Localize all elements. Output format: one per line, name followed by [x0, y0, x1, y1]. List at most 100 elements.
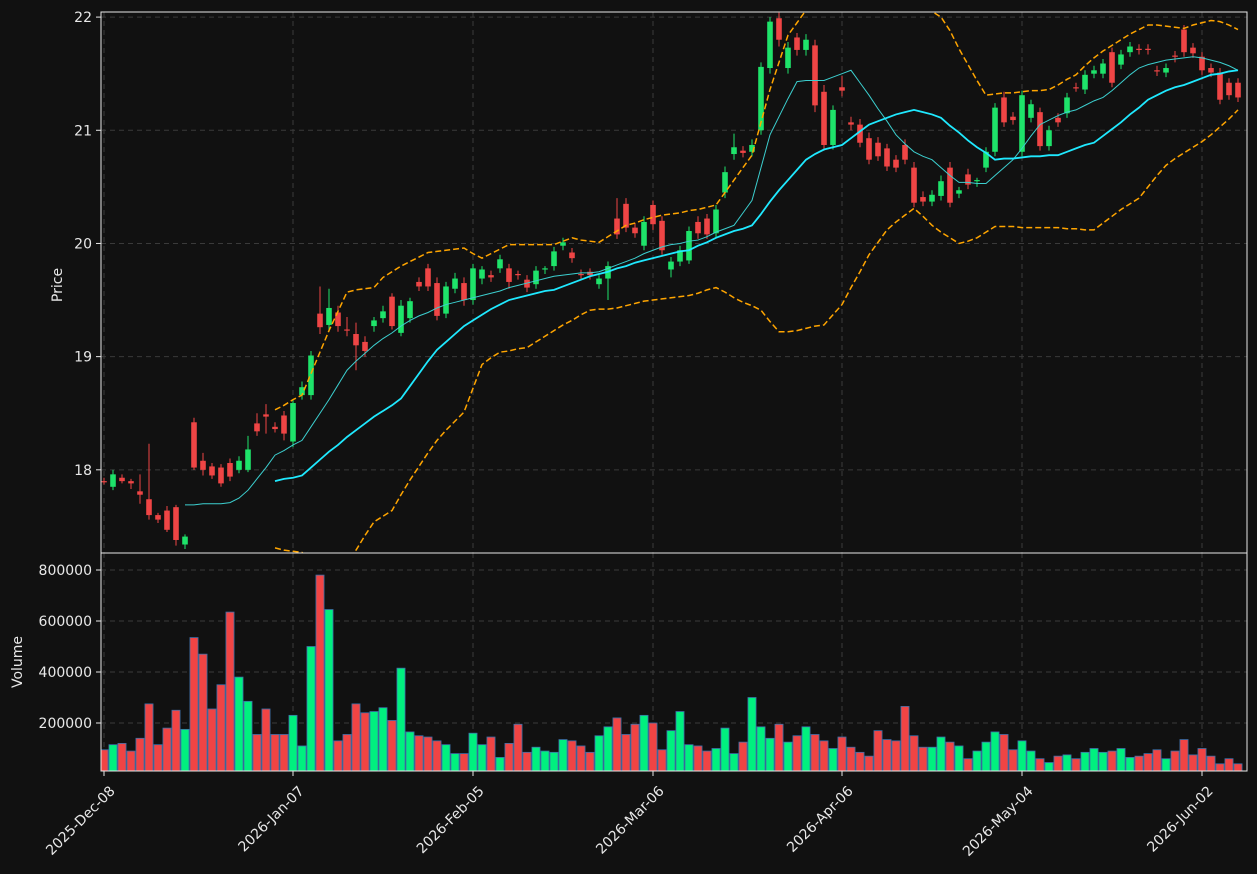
candle-body	[749, 144, 755, 152]
volume-bar	[315, 574, 325, 771]
candle-body	[1073, 87, 1079, 89]
candle-body	[389, 296, 395, 327]
volume-bar	[1134, 755, 1144, 771]
candle-body	[398, 305, 404, 333]
candle-body	[659, 220, 665, 251]
volume-bar	[486, 736, 496, 771]
candle-body	[245, 449, 251, 470]
candle-body	[209, 466, 215, 476]
candle-body	[1199, 56, 1205, 71]
candle-body	[1172, 55, 1178, 57]
volume-bar	[387, 720, 397, 771]
y-tick-label: 20	[74, 236, 92, 252]
candle-body	[1046, 130, 1052, 147]
volume-bar	[288, 714, 298, 771]
volume-bar	[702, 750, 712, 771]
volume-bar	[243, 700, 253, 771]
volume-bar	[846, 746, 856, 771]
volume-bar	[279, 734, 289, 771]
overlay-line	[274, 109, 1239, 553]
volume-bar	[1053, 755, 1063, 771]
candle-body	[1019, 95, 1025, 152]
volume-bar	[126, 750, 136, 771]
candle-body	[632, 227, 638, 234]
candle-body	[1055, 117, 1061, 123]
candle-body	[227, 463, 233, 477]
candle-body	[146, 499, 152, 516]
volume-bar	[1233, 763, 1243, 771]
candle-body	[947, 167, 953, 203]
volume-bar	[810, 734, 820, 771]
volume-bar	[1116, 748, 1126, 771]
volume-bar	[108, 744, 118, 771]
volume-bar	[423, 736, 433, 771]
volume-bar	[1026, 750, 1036, 771]
candle-body	[317, 313, 323, 328]
candle-body	[578, 274, 584, 276]
candle-body	[164, 510, 170, 530]
candle-body	[911, 167, 917, 203]
candle-body	[857, 124, 863, 143]
candle-body	[551, 251, 557, 267]
volume-frame	[100, 552, 1248, 772]
candle-body	[1109, 52, 1115, 83]
volume-bar	[729, 753, 739, 771]
candle-body	[785, 47, 791, 69]
volume-bar	[1080, 751, 1090, 771]
candle-body	[425, 268, 431, 287]
candle-body	[641, 221, 647, 246]
volume-bar	[981, 741, 991, 771]
candle-body	[884, 148, 890, 167]
volume-bar	[333, 740, 343, 771]
y-tick-label: 19	[74, 350, 92, 366]
candle-body	[461, 283, 467, 301]
volume-bar	[261, 708, 271, 771]
candle-body	[155, 515, 161, 520]
volume-bar	[990, 731, 1000, 771]
candle-body	[821, 91, 827, 145]
volume-bar	[306, 646, 316, 771]
volume-bar	[360, 712, 370, 771]
candle-body	[713, 209, 719, 234]
volume-axis-label: Volume	[10, 636, 26, 688]
candle-body	[506, 268, 512, 282]
volume-bar	[1035, 758, 1045, 771]
candle-body	[362, 341, 368, 351]
candle-body	[515, 274, 521, 276]
candle-body	[929, 194, 935, 202]
overlay-line	[185, 56, 1239, 506]
volume-bar	[666, 730, 676, 771]
volume-bar	[216, 684, 226, 771]
volume-bar	[459, 753, 469, 771]
volume-bar	[1170, 750, 1180, 771]
volume-bar	[324, 609, 334, 771]
volume-bar	[450, 753, 460, 771]
volume-bar	[747, 697, 757, 771]
volume-bar	[144, 703, 154, 771]
volume-bar	[1215, 763, 1225, 771]
volume-bar	[1206, 755, 1216, 771]
volume-bar	[432, 740, 442, 771]
volume-bar	[819, 740, 829, 771]
volume-bar	[189, 637, 199, 771]
volume-bar	[954, 745, 964, 771]
volume-bar	[612, 717, 622, 771]
candle-body	[542, 268, 548, 270]
volume-bar	[101, 749, 109, 771]
volume-bar	[117, 743, 127, 771]
candle-body	[956, 190, 962, 194]
volume-bar	[738, 741, 748, 771]
candle-body	[1190, 47, 1196, 54]
candle-body	[722, 172, 728, 193]
candle-body	[236, 460, 242, 470]
volume-bar	[1161, 758, 1171, 771]
candle-body	[767, 21, 773, 69]
volume-bar	[1008, 749, 1018, 771]
candle-body	[1118, 54, 1124, 65]
candle-body	[1037, 112, 1043, 147]
volume-bars	[101, 574, 1243, 771]
candle-body	[695, 221, 701, 234]
volume-bar	[1197, 748, 1207, 771]
candle-body	[1235, 82, 1241, 98]
volume-bar	[1188, 754, 1198, 771]
